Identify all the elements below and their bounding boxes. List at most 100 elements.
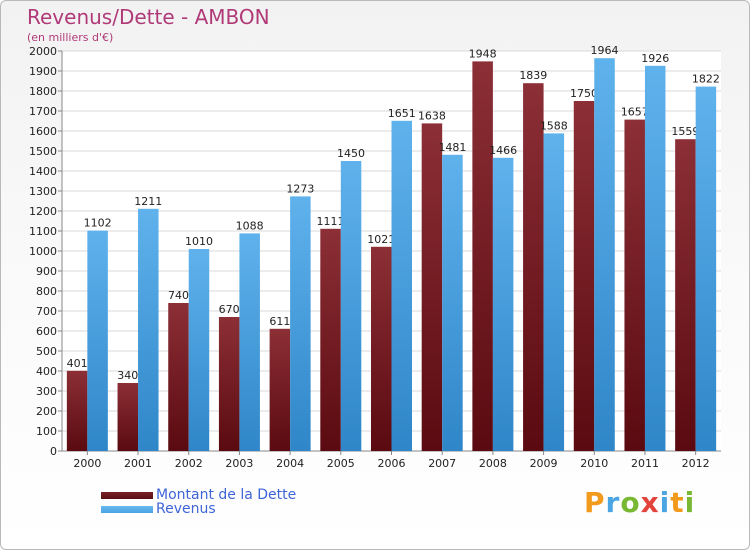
bar-revenus xyxy=(138,208,159,451)
bar-revenus xyxy=(290,196,311,451)
data-label: 670 xyxy=(219,303,240,316)
data-label: 1021 xyxy=(367,233,395,246)
data-label: 1964 xyxy=(591,44,619,57)
y-tick-label: 600 xyxy=(36,325,57,338)
y-tick-label: 1600 xyxy=(29,125,57,138)
y-tick-label: 2000 xyxy=(29,45,57,58)
y-tick-label: 1400 xyxy=(29,165,57,178)
data-label: 1102 xyxy=(84,217,112,230)
data-label: 740 xyxy=(168,289,189,302)
x-tick-label: 2008 xyxy=(479,457,507,470)
x-tick-label: 2005 xyxy=(327,457,355,470)
legend-swatch-dette xyxy=(101,492,153,499)
bar-revenus xyxy=(695,86,717,451)
y-tick-label: 1700 xyxy=(29,105,57,118)
bar-dette xyxy=(117,383,139,451)
y-tick-label: 900 xyxy=(36,265,57,278)
data-label: 1651 xyxy=(388,107,416,120)
y-tick-label: 200 xyxy=(36,405,57,418)
bar-revenus xyxy=(442,154,463,452)
chart-title: Revenus/Dette - AMBON xyxy=(27,5,270,29)
bar-dette xyxy=(675,139,696,451)
y-tick-label: 1300 xyxy=(29,185,57,198)
y-tick-label: 1200 xyxy=(29,205,57,218)
x-tick-label: 2010 xyxy=(580,457,608,470)
logo-letter: i xyxy=(684,486,696,519)
bar-dette xyxy=(371,246,392,451)
data-label: 1450 xyxy=(337,147,365,160)
data-label: 1822 xyxy=(692,73,720,86)
bar-revenus xyxy=(239,233,260,451)
data-label: 1273 xyxy=(286,182,314,195)
x-tick-label: 2012 xyxy=(682,457,710,470)
bar-dette xyxy=(624,119,645,451)
logo-letter: r xyxy=(605,486,621,519)
data-label: 1481 xyxy=(438,141,466,154)
logo-letter: i xyxy=(659,486,671,519)
data-label: 1926 xyxy=(641,52,669,65)
data-label: 1948 xyxy=(469,47,497,60)
x-tick-label: 2000 xyxy=(73,457,101,470)
y-tick-label: 0 xyxy=(50,445,57,458)
data-label: 1588 xyxy=(540,119,568,132)
logo-letter: t xyxy=(670,486,685,519)
x-tick-label: 2006 xyxy=(378,457,406,470)
x-tick-label: 2004 xyxy=(276,457,304,470)
logo-letter: o xyxy=(620,486,641,519)
data-label: 1466 xyxy=(489,144,517,157)
data-label: 1750 xyxy=(570,87,598,100)
y-tick-label: 100 xyxy=(36,425,57,438)
bar-dette xyxy=(218,317,240,451)
data-label: 340 xyxy=(117,369,138,382)
data-label: 1010 xyxy=(185,235,213,248)
chart-subtitle: (en milliers d'€) xyxy=(27,31,114,44)
bar-revenus xyxy=(644,65,666,452)
bar-revenus xyxy=(594,58,615,451)
bar-dette xyxy=(320,228,341,451)
bar-revenus xyxy=(543,133,565,451)
logo-letter: x xyxy=(640,486,660,519)
x-tick-label: 2002 xyxy=(175,457,203,470)
y-tick-label: 500 xyxy=(36,345,57,358)
bar-dette xyxy=(523,83,544,451)
logo-letter: P xyxy=(584,486,606,519)
data-label: 1211 xyxy=(134,195,162,208)
x-tick-label: 2011 xyxy=(631,457,659,470)
data-label: 1559 xyxy=(671,125,699,138)
y-tick-label: 700 xyxy=(36,305,57,318)
data-label: 401 xyxy=(67,357,88,370)
x-tick-label: 2007 xyxy=(428,457,456,470)
bar-revenus xyxy=(340,161,362,451)
y-tick-label: 400 xyxy=(36,365,57,378)
x-tick-label: 2001 xyxy=(124,457,152,470)
bar-revenus xyxy=(87,230,108,451)
x-tick-label: 2003 xyxy=(225,457,253,470)
y-tick-label: 300 xyxy=(36,385,57,398)
data-label: 611 xyxy=(269,315,290,328)
bar-dette xyxy=(269,328,291,451)
proxiti-logo: Proxiti xyxy=(584,486,695,519)
y-tick-label: 1000 xyxy=(29,245,57,258)
legend-swatch-revenus xyxy=(101,506,153,513)
y-tick-label: 800 xyxy=(36,285,57,298)
legend-label-dette: Montant de la Dette xyxy=(156,487,297,503)
x-tick-label: 2009 xyxy=(530,457,558,470)
bar-revenus xyxy=(188,249,210,451)
y-tick-label: 1900 xyxy=(29,65,57,78)
data-label: 1088 xyxy=(236,219,264,232)
bar-dette xyxy=(421,123,443,452)
y-tick-label: 1800 xyxy=(29,85,57,98)
data-label: 1839 xyxy=(519,69,547,82)
bar-dette xyxy=(472,61,493,452)
bar-revenus xyxy=(391,120,412,452)
bar-dette xyxy=(573,101,595,451)
y-tick-label: 1500 xyxy=(29,145,57,158)
legend-label-revenus: Revenus xyxy=(156,501,216,517)
data-label: 1638 xyxy=(418,109,446,122)
data-label: 1111 xyxy=(317,215,345,228)
y-tick-label: 1100 xyxy=(29,225,57,238)
data-label: 1657 xyxy=(621,106,649,119)
bar-dette xyxy=(66,370,88,451)
